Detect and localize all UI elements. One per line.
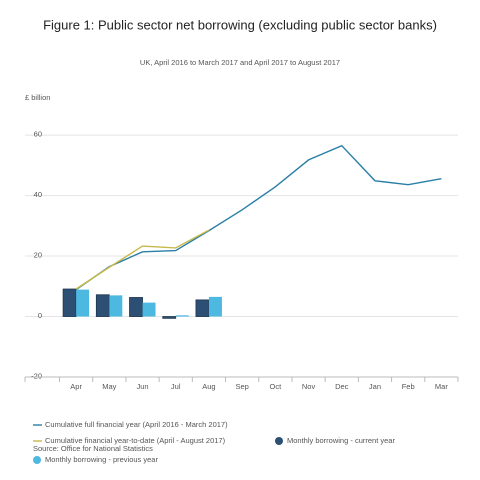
x-tick-label: Aug: [202, 382, 215, 391]
source-note: Source: Office for National Statistics: [33, 444, 153, 453]
y-tick-label: 0: [38, 311, 42, 320]
line: [75, 229, 210, 290]
x-tick-label: Nov: [302, 382, 316, 391]
x-tick-label: May: [102, 382, 116, 391]
x-tick-label: Sep: [235, 382, 248, 391]
chart-subtitle: UK, April 2016 to March 2017 and April 2…: [140, 58, 340, 67]
bar: [175, 315, 189, 317]
legend-label: Cumulative full financial year (April 20…: [45, 420, 228, 429]
x-tick-label: Jan: [369, 382, 381, 391]
x-tick-label: Mar: [435, 382, 448, 391]
y-tick-label: -20: [31, 371, 42, 380]
y-tick-label: 20: [34, 251, 42, 260]
bar: [208, 296, 222, 317]
line: [75, 144, 442, 291]
bar: [109, 295, 123, 317]
legend-swatch: [275, 437, 283, 445]
legend-label: Monthly borrowing - current year: [287, 436, 395, 445]
x-tick-label: Apr: [70, 382, 82, 391]
x-tick-label: Dec: [335, 382, 349, 391]
y-tick-label: 60: [34, 130, 42, 139]
x-tick-label: Oct: [270, 382, 283, 391]
x-tick-label: Jul: [171, 382, 181, 391]
chart-title: Figure 1: Public sector net borrowing (e…: [43, 17, 437, 32]
bar: [129, 297, 143, 317]
bar: [76, 289, 90, 317]
x-tick-label: Feb: [402, 382, 415, 391]
legend-label: Cumulative financial year-to-date (April…: [45, 436, 226, 445]
y-tick-label: 40: [34, 190, 42, 199]
y-axis-label: £ billion: [25, 93, 50, 102]
legend-swatch: [33, 456, 41, 464]
bar: [62, 288, 77, 317]
bar: [142, 302, 156, 317]
bar: [95, 294, 110, 317]
bar: [195, 299, 210, 317]
x-tick-label: Jun: [136, 382, 148, 391]
bar: [162, 316, 177, 319]
legend-label: Monthly borrowing - previous year: [45, 455, 158, 464]
